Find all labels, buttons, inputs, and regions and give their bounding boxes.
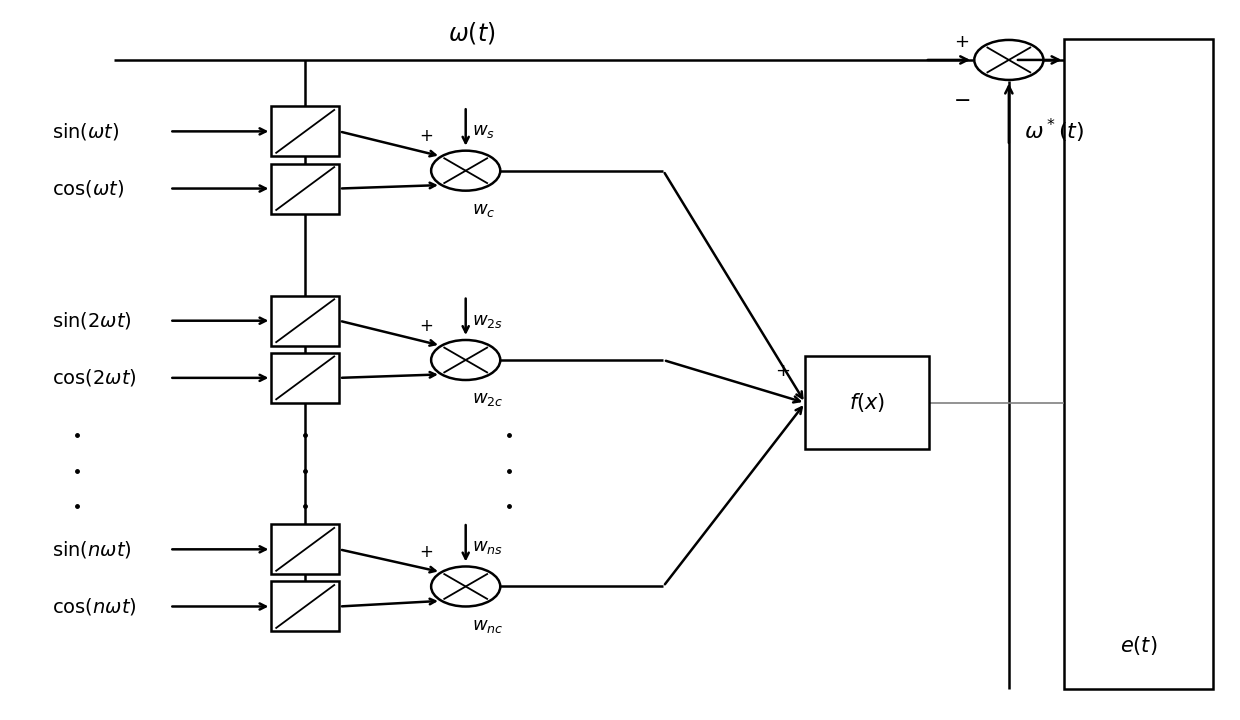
- Text: $\cos(2\omega t)$: $\cos(2\omega t)$: [52, 367, 136, 388]
- Text: $\sin(\omega t)$: $\sin(\omega t)$: [52, 121, 119, 142]
- Bar: [805, 356, 929, 449]
- Text: $+$: $+$: [419, 317, 433, 335]
- Bar: [272, 582, 340, 631]
- Bar: [272, 163, 340, 214]
- Bar: [272, 524, 340, 575]
- Text: $+$: $+$: [419, 543, 433, 561]
- Text: $+$: $+$: [419, 127, 433, 145]
- Text: $+$: $+$: [955, 33, 970, 51]
- Text: $\omega(t)$: $\omega(t)$: [448, 19, 496, 45]
- Text: $w_{2c}$: $w_{2c}$: [472, 390, 503, 408]
- Text: $\omega^*(t)$: $\omega^*(t)$: [1024, 117, 1084, 145]
- Text: $f(x)$: $f(x)$: [849, 392, 885, 415]
- Text: $-$: $-$: [954, 89, 971, 109]
- Text: $w_c$: $w_c$: [472, 201, 495, 219]
- Bar: [272, 107, 340, 156]
- Text: $w_{nc}$: $w_{nc}$: [472, 617, 503, 635]
- Text: $e(t)$: $e(t)$: [1120, 634, 1157, 657]
- Text: $w_{2s}$: $w_{2s}$: [472, 312, 503, 330]
- Text: $\cos(n\omega t)$: $\cos(n\omega t)$: [52, 596, 136, 617]
- Bar: [1064, 38, 1213, 688]
- Text: $\sin(2\omega t)$: $\sin(2\omega t)$: [52, 310, 131, 331]
- Bar: [272, 296, 340, 346]
- Text: $\sin(n\omega t)$: $\sin(n\omega t)$: [52, 539, 131, 560]
- Text: $w_s$: $w_s$: [472, 122, 495, 140]
- Text: $w_{ns}$: $w_{ns}$: [472, 538, 503, 556]
- Text: $\cos(\omega t)$: $\cos(\omega t)$: [52, 178, 124, 199]
- Text: $+$: $+$: [775, 361, 791, 379]
- Bar: [272, 353, 340, 403]
